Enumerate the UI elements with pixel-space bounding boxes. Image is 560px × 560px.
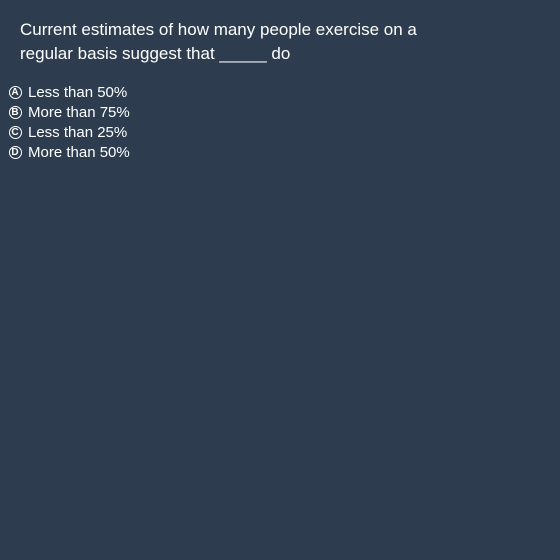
option-a-letter: A <box>11 86 19 98</box>
option-c[interactable]: C Less than 25% <box>9 122 130 142</box>
option-c-radio-icon[interactable]: C <box>9 125 22 139</box>
option-a-radio-icon[interactable]: A <box>9 85 22 99</box>
option-b[interactable]: B More than 75% <box>9 102 130 122</box>
option-c-label: Less than 25% <box>28 123 128 141</box>
option-d[interactable]: D More than 50% <box>9 142 130 162</box>
option-d-letter: D <box>11 146 19 158</box>
option-d-label: More than 50% <box>28 143 130 161</box>
option-a-label: Less than 50% <box>28 83 128 101</box>
option-b-letter: B <box>11 106 19 118</box>
answer-options: A Less than 50% B More than 75% C Less t… <box>9 82 130 162</box>
option-a[interactable]: A Less than 50% <box>9 82 130 102</box>
option-b-label: More than 75% <box>28 103 130 121</box>
option-c-letter: C <box>11 126 19 138</box>
option-b-radio-icon[interactable]: B <box>9 105 22 119</box>
option-d-radio-icon[interactable]: D <box>9 145 22 159</box>
question-text: Current estimates of how many people exe… <box>20 20 417 63</box>
